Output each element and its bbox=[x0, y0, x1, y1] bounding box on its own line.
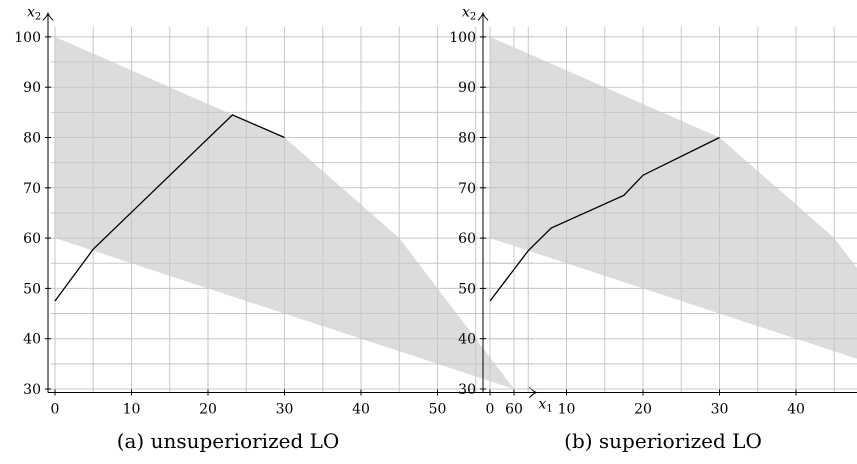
y-tick-label: 70 bbox=[458, 181, 476, 197]
y-axis-label: x2 bbox=[462, 4, 476, 22]
y-tick-label: 60 bbox=[23, 231, 41, 247]
x-tick-label: 10 bbox=[558, 402, 576, 418]
iterate-path bbox=[489, 136, 720, 302]
y-tick-label: 80 bbox=[23, 131, 41, 147]
y-tick-label: 70 bbox=[23, 181, 41, 197]
y-axis-arrow-icon bbox=[477, 11, 489, 21]
y-axis-arrow-icon bbox=[42, 11, 54, 21]
grid bbox=[486, 26, 857, 393]
x-tick-label: 0 bbox=[486, 402, 495, 418]
x-tick-label: 20 bbox=[199, 402, 217, 418]
chart-caption: (a) unsuperiorized LO bbox=[117, 429, 340, 453]
x-tick-label: 40 bbox=[787, 402, 805, 418]
y-tick-label: 100 bbox=[449, 30, 476, 46]
y-axis-label: x2 bbox=[27, 4, 41, 22]
x-tick-label: 0 bbox=[51, 402, 60, 418]
iterate-line bbox=[489, 136, 720, 302]
y-tick-label: 30 bbox=[23, 382, 41, 398]
x-tick-label: 10 bbox=[123, 402, 141, 418]
iterate-path bbox=[54, 114, 285, 302]
y-tick-label: 100 bbox=[14, 30, 41, 46]
y-tick-label: 30 bbox=[458, 382, 476, 398]
feasible-region bbox=[490, 36, 857, 359]
x-tick-label: 20 bbox=[634, 402, 652, 418]
chart-caption: (b) superiorized LO bbox=[564, 429, 762, 453]
y-tick-labels: 30 40 50 60 70 80 90 100 bbox=[449, 30, 476, 398]
y-tick-label: 40 bbox=[458, 332, 476, 348]
y-tick-label: 50 bbox=[458, 281, 476, 297]
iterate-line bbox=[54, 114, 285, 302]
chart-panel-b: 0 10 20 30 40 50 60 30 40 50 60 70 80 90 100 x1 x2 (b… bbox=[449, 4, 857, 453]
axes bbox=[477, 11, 857, 396]
chart-panel-a: 0 10 20 30 40 50 60 30 40 50 60 70 80 90 100 x1 x2 (a… bbox=[14, 4, 552, 453]
x-axis-label: x1 bbox=[538, 397, 552, 415]
y-tick-label: 90 bbox=[23, 80, 41, 96]
y-tick-label: 50 bbox=[23, 281, 41, 297]
x-tick-label: 50 bbox=[429, 402, 447, 418]
axes bbox=[42, 11, 538, 398]
x-tick-label: 30 bbox=[711, 402, 729, 418]
y-tick-label: 40 bbox=[23, 332, 41, 348]
x-tick-label: 60 bbox=[505, 402, 523, 418]
x-tick-labels: 0 10 20 30 40 50 60 bbox=[51, 402, 523, 418]
y-tick-label: 90 bbox=[458, 80, 476, 96]
y-tick-label: 60 bbox=[458, 231, 476, 247]
y-tick-label: 80 bbox=[458, 131, 476, 147]
y-tick-labels: 30 40 50 60 70 80 90 100 bbox=[14, 30, 41, 398]
x-tick-label: 40 bbox=[352, 402, 370, 418]
x-tick-label: 30 bbox=[276, 402, 294, 418]
